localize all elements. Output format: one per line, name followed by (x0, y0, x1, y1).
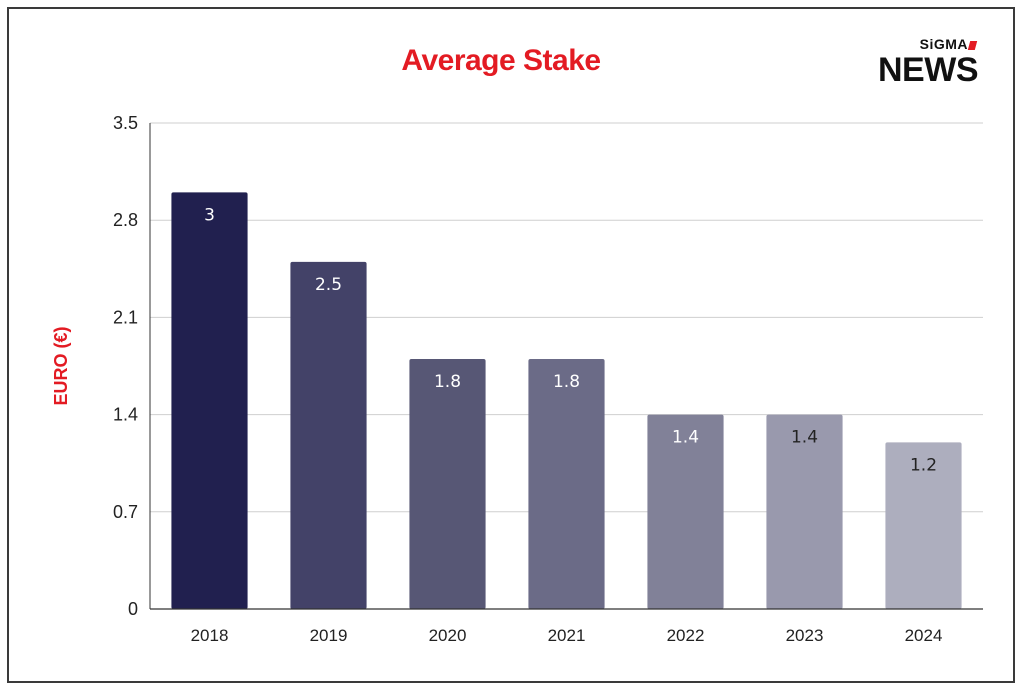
bar-2018 (171, 192, 248, 609)
data-label: 1.8 (553, 372, 580, 392)
y-tick-label: 2.8 (113, 210, 138, 230)
x-tick-label: 2018 (191, 626, 229, 645)
chart-title: Average Stake (401, 44, 601, 77)
bar-2024 (885, 442, 962, 609)
y-tick-label: 0.7 (113, 502, 138, 522)
data-label: 3 (204, 205, 215, 225)
y-tick-label: 0 (128, 599, 138, 619)
bar-2022 (647, 414, 724, 609)
bar-2023 (766, 414, 843, 609)
x-tick-label: 2020 (429, 626, 467, 645)
x-tick-label: 2024 (905, 626, 943, 645)
x-tick-label: 2021 (548, 626, 586, 645)
bars: 3 2.5 1.8 1.8 1.4 1.4 1.2 (171, 192, 962, 609)
bar-2019 (290, 261, 367, 609)
data-label: 1.2 (910, 455, 937, 475)
sigma-news-logo: SiGMA NEWS (858, 36, 982, 92)
bar-2021 (528, 359, 605, 609)
bar-2020 (409, 359, 486, 609)
x-tick-label: 2023 (786, 626, 824, 645)
data-label: 1.8 (434, 372, 461, 392)
data-label: 1.4 (672, 428, 699, 448)
logo-big-text: NEWS (878, 51, 979, 89)
y-axis-label: EURO (€) (51, 326, 71, 405)
x-tick-label: 2022 (667, 626, 705, 645)
y-tick-label: 3.5 (113, 113, 138, 133)
data-label: 1.4 (791, 428, 818, 448)
x-tick-label: 2019 (310, 626, 348, 645)
y-tick-label: 2.1 (113, 307, 138, 327)
logo-small-text: SiGMA (919, 36, 968, 52)
y-ticks: 0 0.7 1.4 2.1 2.8 3.5 (113, 113, 138, 619)
x-ticks: 2018 2019 2020 2021 2022 2023 2024 (191, 626, 943, 645)
data-label: 2.5 (315, 275, 342, 295)
y-tick-label: 1.4 (113, 405, 138, 425)
